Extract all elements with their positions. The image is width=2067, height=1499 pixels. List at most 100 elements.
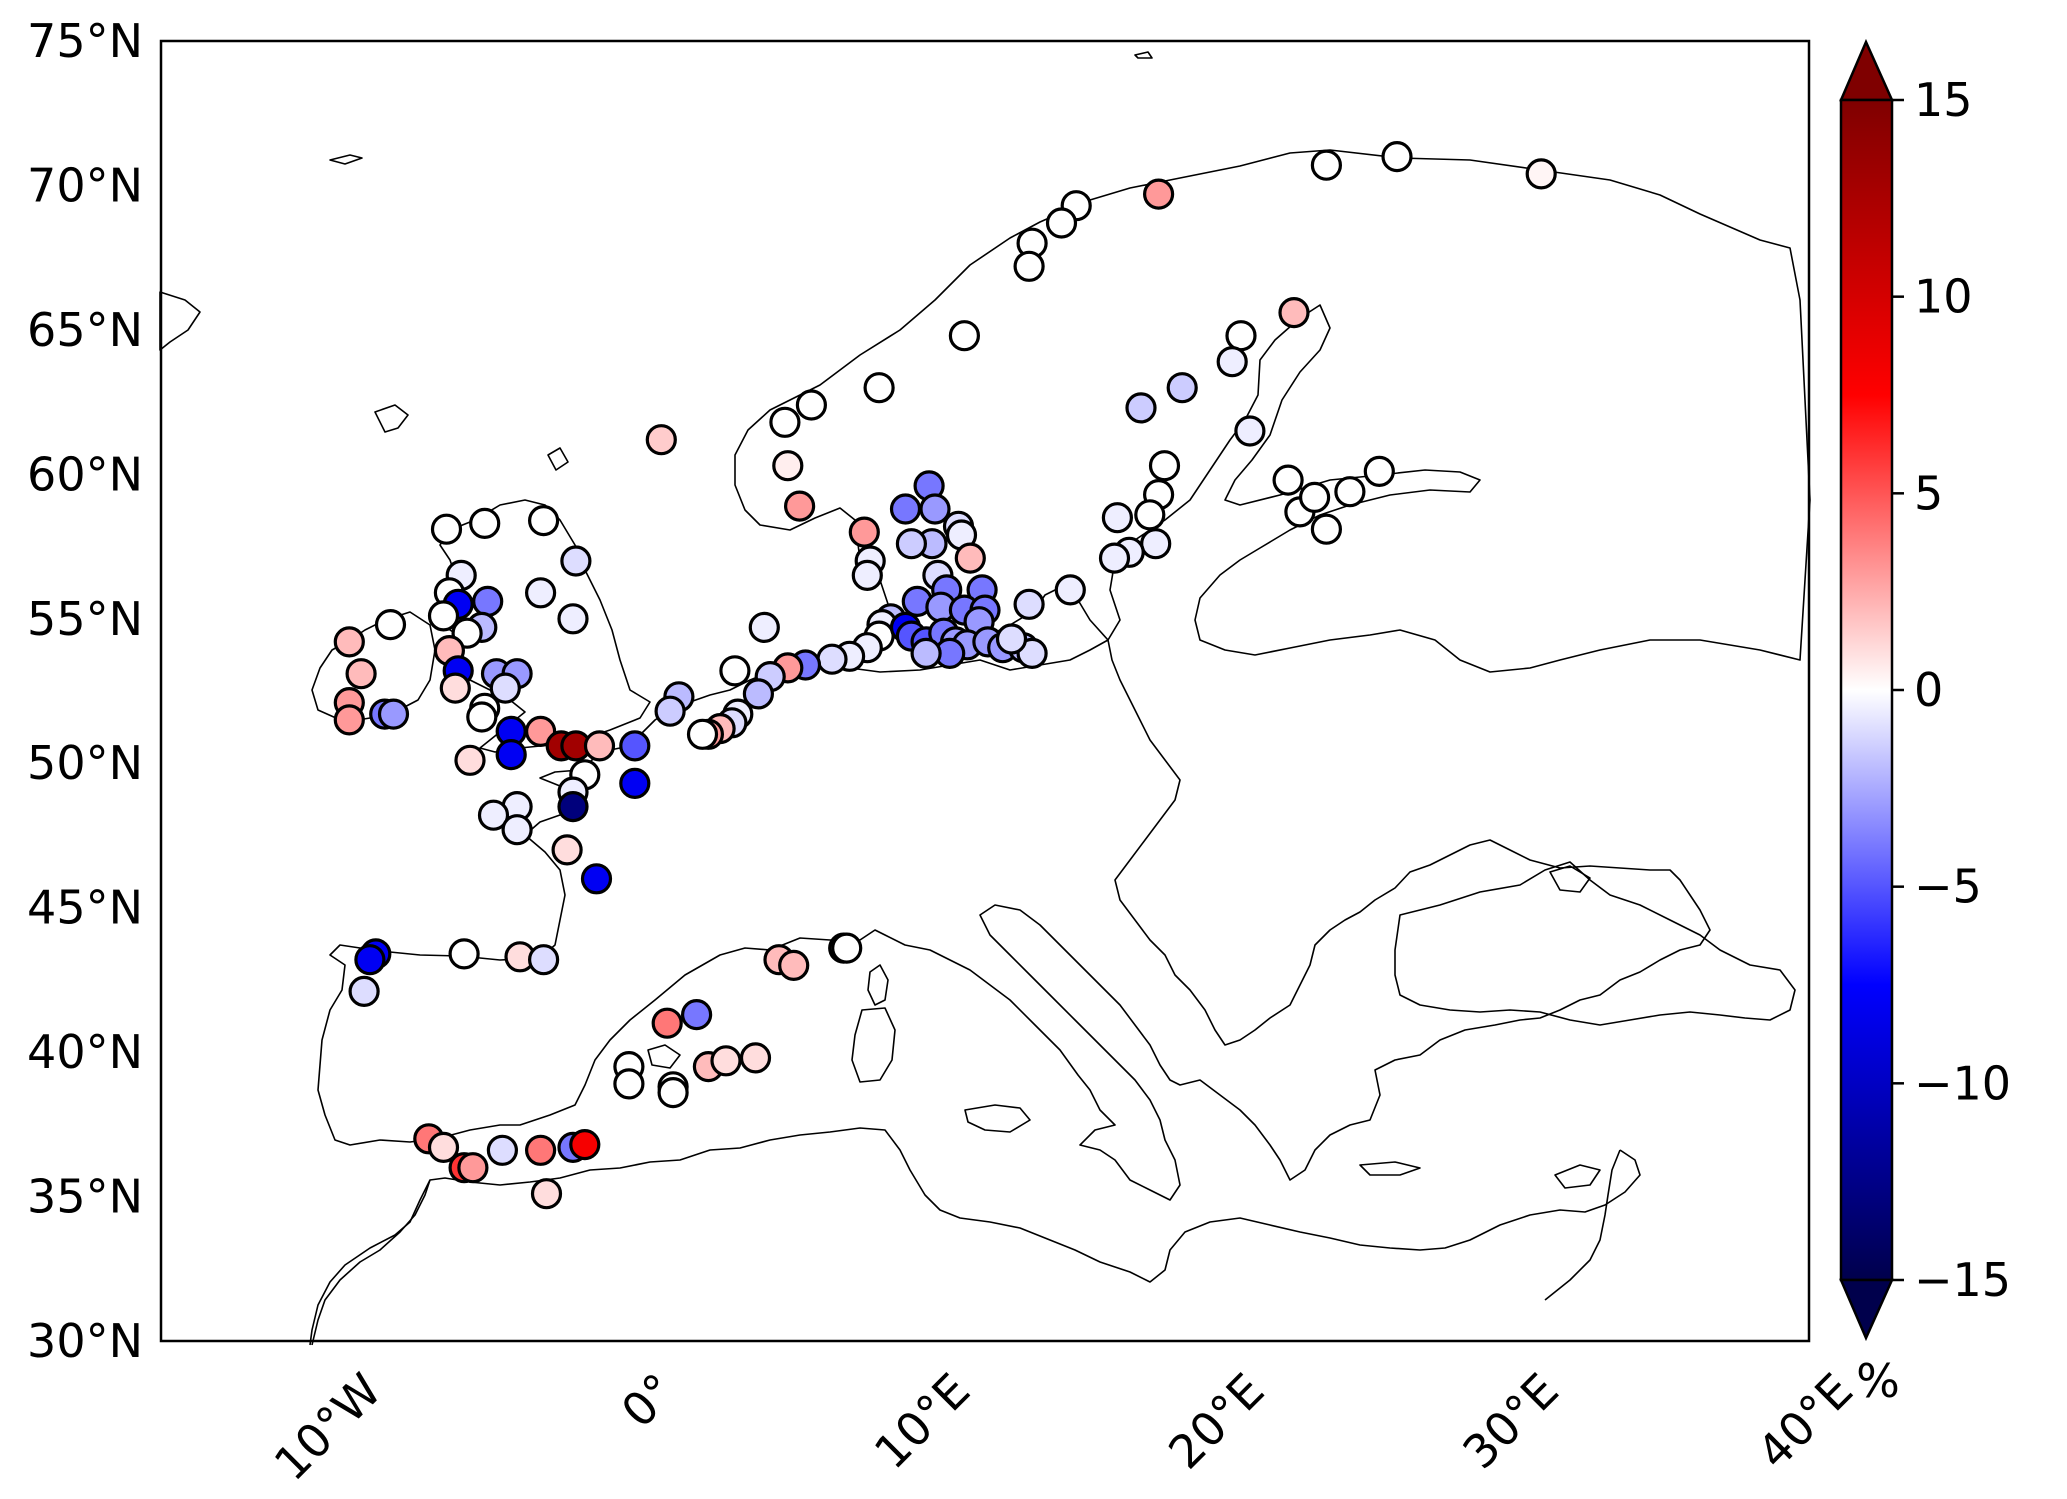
coastline-sicily <box>964 1104 1031 1133</box>
station-marker <box>1045 207 1078 239</box>
longitude-tick-label: 40°E <box>1747 1363 1863 1479</box>
station-marker <box>489 672 521 704</box>
station-marker <box>910 637 942 670</box>
station-marker <box>1166 372 1198 404</box>
station-marker <box>1013 588 1045 620</box>
station-marker <box>848 516 880 548</box>
station-marker <box>527 944 560 976</box>
station-marker <box>427 1131 460 1164</box>
station-marker <box>831 932 863 964</box>
station-marker <box>619 767 651 800</box>
coastline-continental-europe <box>317 639 1711 1201</box>
station-marker <box>333 626 365 658</box>
colorbar-gradient <box>1839 98 1894 1282</box>
map-frame <box>159 39 1811 1343</box>
coastline-shetland <box>547 447 569 471</box>
station-marker <box>954 542 986 574</box>
longitude-tick-label: 10°E <box>864 1363 980 1479</box>
latitude-tick-label: 40°N <box>27 1025 143 1079</box>
coastline-svalbard-edge <box>1134 51 1153 59</box>
station-marker <box>527 504 560 537</box>
station-marker <box>377 698 410 730</box>
longitude-tick-label: 0° <box>611 1363 686 1438</box>
station-marker <box>1310 149 1343 181</box>
latitude-tick-label: 75°N <box>27 14 143 68</box>
colorbar-tick-label: 10 <box>1914 270 1973 324</box>
longitude-tick-labels: 10°W 0° 10°E 20°E 30°E 40°E <box>264 1363 1863 1491</box>
station-marker <box>472 585 504 618</box>
coastline-corsica <box>867 964 889 1006</box>
station-marker <box>645 424 677 456</box>
station-marker <box>1054 574 1086 606</box>
station-marker <box>783 490 816 522</box>
station-marker <box>654 695 686 727</box>
station-marker <box>557 790 589 823</box>
longitude-tick-label: 30°E <box>1452 1363 1568 1479</box>
station-marker <box>795 389 828 421</box>
station-marker <box>778 949 810 982</box>
colorbar: 15 10 5 0 −5 −10 −15 % <box>1839 38 2011 1408</box>
latitude-tick-label: 45°N <box>27 881 143 935</box>
station-marker <box>1381 141 1413 173</box>
colorbar-tick-label: 15 <box>1914 73 1973 127</box>
coastline-faroe <box>374 404 409 433</box>
longitude-tick-label: 20°E <box>1158 1363 1274 1479</box>
station-marker <box>448 938 480 970</box>
station-marker <box>1098 542 1131 574</box>
station-marker <box>1278 297 1310 329</box>
coastline-iceland <box>159 291 201 351</box>
latitude-tick-label: 65°N <box>27 303 143 357</box>
station-marker <box>995 623 1028 655</box>
station-marker <box>1310 513 1343 545</box>
station-marker <box>333 704 365 736</box>
coastline-cyprus <box>1554 1164 1601 1189</box>
station-marker <box>1134 499 1166 531</box>
station-marker <box>1142 178 1175 210</box>
latitude-tick-label: 55°N <box>27 592 143 646</box>
station-marker <box>1525 158 1557 190</box>
coastlines <box>159 51 1811 1346</box>
station-marker <box>919 493 951 525</box>
station-marker <box>1148 450 1181 482</box>
longitude-tick-label: 10°W <box>264 1363 392 1491</box>
station-marker <box>889 493 922 525</box>
station-marker <box>1225 320 1257 352</box>
station-marker <box>1216 346 1248 378</box>
station-marker <box>686 718 719 750</box>
station-marker <box>651 1007 683 1039</box>
station-marker <box>427 600 460 632</box>
coastline-mallorca <box>647 1044 681 1069</box>
station-marker <box>748 611 780 644</box>
colorbar-tick-label: 5 <box>1914 466 1943 520</box>
station-marker <box>657 1076 689 1109</box>
station-marker <box>816 643 848 675</box>
colorbar-unit-label: % <box>1856 1354 1900 1408</box>
coastline-sardinia <box>851 1007 896 1083</box>
coastline-black-sea <box>1394 861 1796 1026</box>
station-marker <box>439 672 471 704</box>
station-marker <box>551 834 583 866</box>
latitude-tick-label: 50°N <box>27 736 143 790</box>
station-marker <box>719 655 751 687</box>
station-marker <box>772 450 804 482</box>
station-marker <box>619 730 651 762</box>
coastline-east-med <box>1544 1149 1621 1301</box>
station-marker <box>530 1178 563 1210</box>
colorbar-tick-label: −5 <box>1914 860 1982 914</box>
station-marker <box>1125 392 1157 424</box>
station-marker <box>1363 455 1395 487</box>
station-marker <box>851 559 883 592</box>
station-marker <box>569 1128 601 1161</box>
station-marker <box>863 372 895 404</box>
station-marker <box>457 1152 489 1184</box>
station-marker <box>710 1045 742 1077</box>
station-marker <box>345 658 377 690</box>
station-marker <box>948 320 981 352</box>
station-marker <box>524 577 557 609</box>
coastline-small-arctic-isle <box>329 154 363 165</box>
station-marker <box>1140 528 1172 560</box>
station-marker <box>501 814 533 846</box>
station-marker <box>680 998 713 1031</box>
colorbar-max-extension <box>1839 38 1894 102</box>
